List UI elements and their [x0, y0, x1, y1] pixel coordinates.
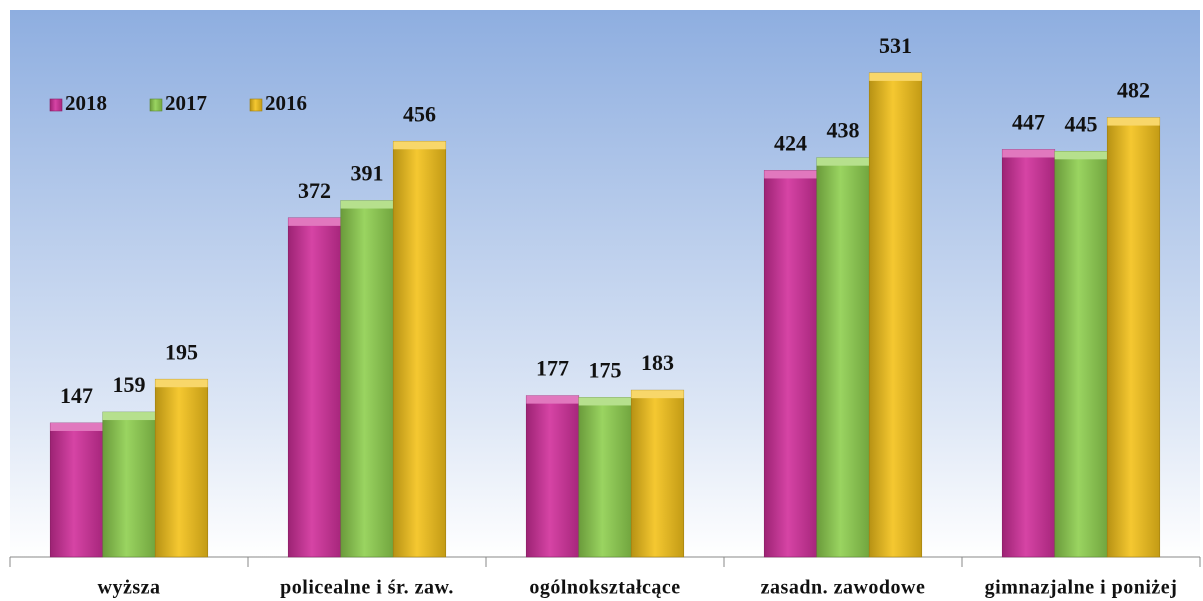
x-tick-label: policealne i śr. zaw.: [280, 577, 454, 599]
bar: [868, 72, 923, 558]
bar: [340, 200, 394, 558]
bar: [49, 422, 104, 558]
bar: [102, 411, 156, 558]
bar-cap: [816, 157, 870, 166]
legend-label: 2017: [165, 91, 207, 115]
bar: [763, 170, 818, 558]
bar: [287, 217, 342, 558]
legend-swatch: [49, 98, 63, 112]
value-label: 183: [641, 350, 674, 375]
bar: [816, 157, 870, 558]
bar: [525, 395, 580, 558]
legend-label: 2016: [265, 91, 307, 115]
value-label: 372: [298, 178, 331, 203]
value-label: 147: [60, 383, 93, 408]
bar-cap: [102, 412, 156, 421]
legend-label: 2018: [65, 91, 107, 115]
value-label: 445: [1065, 111, 1098, 136]
value-label: 447: [1012, 110, 1045, 135]
value-label: 177: [536, 356, 569, 381]
bar: [392, 140, 447, 558]
legend-swatch: [149, 98, 163, 112]
bar: [1054, 151, 1108, 558]
bar: [578, 397, 632, 558]
bar-cap: [340, 200, 394, 209]
bar: [1001, 149, 1056, 558]
value-label: 159: [113, 372, 146, 397]
value-label: 424: [774, 131, 807, 156]
bar: [1106, 117, 1161, 558]
bar-cap: [578, 397, 632, 406]
bar-cap: [155, 379, 208, 388]
bar-cap: [526, 395, 579, 404]
value-label: 195: [165, 339, 198, 364]
x-tick-label: ogólnokształcące: [529, 577, 680, 599]
legend-swatch: [249, 98, 263, 112]
value-label: 391: [351, 161, 384, 186]
bar: [154, 378, 209, 558]
value-label: 438: [827, 118, 860, 143]
value-label: 531: [879, 33, 912, 58]
value-label: 175: [589, 358, 622, 383]
bar-cap: [50, 422, 103, 431]
bar-cap: [1054, 151, 1108, 160]
x-tick-label: zasadn. zawodowe: [761, 577, 926, 599]
x-tick-label: wyższa: [98, 577, 161, 599]
bar-cap: [393, 141, 446, 150]
bar: [630, 389, 685, 558]
bar-cap: [764, 170, 817, 179]
bar-cap: [288, 217, 341, 226]
x-tick-label: gimnazjalne i poniżej: [985, 577, 1178, 599]
bar-cap: [869, 72, 922, 81]
value-label: 482: [1117, 78, 1150, 103]
bar-cap: [631, 390, 684, 399]
bar-cap: [1002, 149, 1055, 158]
bar-cap: [1107, 117, 1160, 126]
value-label: 456: [403, 101, 436, 126]
